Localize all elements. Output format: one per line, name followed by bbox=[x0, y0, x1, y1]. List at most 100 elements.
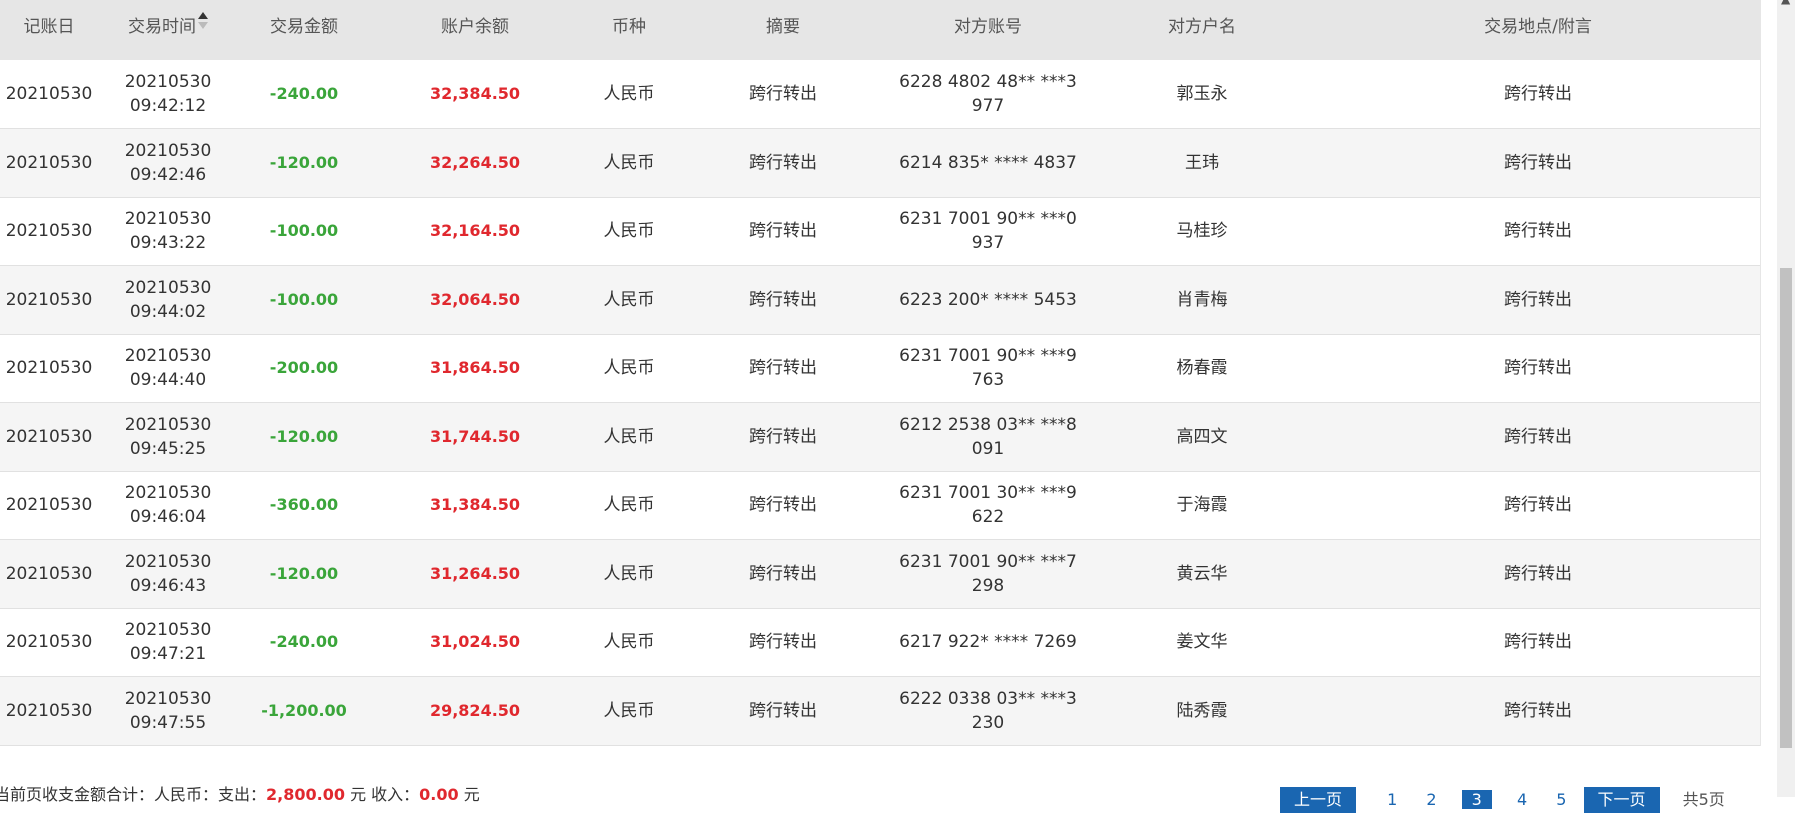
cell-counterparty-name: 黄云华 bbox=[1176, 563, 1228, 584]
scrollbar-thumb[interactable] bbox=[1780, 268, 1792, 748]
table-row[interactable]: 20210530 20210530 09:45:25 -120.00 31,744.50… bbox=[0, 402, 1760, 472]
cell-summary: 跨行转出 bbox=[749, 700, 817, 721]
cell-amount: -120.00 bbox=[269, 426, 339, 446]
cell-currency: 人民币 bbox=[603, 84, 655, 104]
cell-post-date: 20210530 bbox=[5, 700, 93, 721]
time-date: 20210530 bbox=[124, 209, 212, 230]
cell-balance: 32,164.50 bbox=[429, 221, 521, 241]
time-clock: 09:47:21 bbox=[129, 644, 207, 665]
cell-transaction-time: 20210530 09:47:55 bbox=[98, 677, 238, 746]
cell-amount: -360.00 bbox=[269, 495, 339, 515]
header-transaction-time[interactable]: 交易时间 bbox=[98, 0, 238, 60]
table-row[interactable]: 20210530 20210530 09:44:02 -100.00 32,064.50… bbox=[0, 265, 1760, 334]
cell-summary: 跨行转出 bbox=[749, 84, 817, 104]
table-row[interactable]: 20210530 20210530 09:43:22 -100.00 32,164.50… bbox=[0, 197, 1760, 266]
table-row[interactable]: 20210530 20210530 09:47:55 -1,200.00 29,824.… bbox=[0, 676, 1760, 746]
cell-location-memo: 跨行转出 bbox=[1504, 84, 1572, 104]
pagination: 上一页 1 2 3 4 5 下一页 共5页 bbox=[1280, 786, 1725, 813]
cell-currency: 人民币 bbox=[603, 495, 655, 516]
prev-page-button[interactable]: 上一页 bbox=[1280, 787, 1357, 813]
cell-balance: 32,264.50 bbox=[429, 152, 521, 172]
cell-counterparty-name: 于海霞 bbox=[1176, 495, 1228, 516]
income-total: 0.00 bbox=[419, 785, 459, 804]
header-amount: 交易金额 bbox=[270, 17, 338, 37]
cell-amount: -240.00 bbox=[269, 632, 339, 652]
page-summary: 当前页收支金额合计：人民币：支出：2,800.00 元 收入：0.00 元 bbox=[0, 781, 480, 805]
transactions-table: 记账日 交易时间 交易金额 账户余额 币种 摘要 对方账号 对方户名 交易地点/… bbox=[0, 0, 1760, 745]
cell-amount: -100.00 bbox=[269, 221, 339, 241]
time-clock: 09:47:55 bbox=[129, 712, 207, 733]
cell-amount: -1,200.00 bbox=[261, 700, 347, 720]
table-row[interactable]: 20210530 20210530 09:46:43 -120.00 31,264.50… bbox=[0, 539, 1760, 609]
table-body: 20210530 20210530 09:42:12 -240.00 32,384.50… bbox=[0, 60, 1760, 745]
cell-currency: 人民币 bbox=[603, 700, 655, 721]
table-row[interactable]: 20210530 20210530 09:47:21 -240.00 31,024.50… bbox=[0, 608, 1760, 677]
cell-post-date: 20210530 bbox=[5, 495, 93, 516]
cell-amount: -100.00 bbox=[269, 289, 339, 309]
table-row[interactable]: 20210530 20210530 09:42:12 -240.00 32,384.50… bbox=[0, 60, 1760, 129]
page-link-3-current[interactable]: 3 bbox=[1461, 790, 1492, 809]
header-counterparty-name: 对方户名 bbox=[1168, 17, 1236, 37]
cell-counterparty-account: 6231 7001 90** ***9 763 bbox=[899, 346, 1077, 391]
page-link-2[interactable]: 2 bbox=[1426, 790, 1437, 809]
cell-transaction-time: 20210530 09:43:22 bbox=[98, 197, 238, 266]
cell-counterparty-name: 杨春霞 bbox=[1176, 358, 1228, 379]
cell-counterparty-account: 6231 7001 90** ***0 937 bbox=[899, 209, 1077, 254]
cell-balance: 32,384.50 bbox=[429, 84, 521, 103]
time-clock: 09:42:12 bbox=[129, 96, 207, 116]
cell-counterparty-account: 6223 200* **** 5453 bbox=[899, 289, 1077, 310]
cell-transaction-time: 20210530 09:46:04 bbox=[98, 471, 238, 540]
summary-prefix: 当前页收支金额合计：人民币：支出： bbox=[0, 785, 267, 804]
page-link-4[interactable]: 4 bbox=[1516, 790, 1528, 809]
page-link-5[interactable]: 5 bbox=[1556, 790, 1567, 809]
cell-counterparty-name: 肖青梅 bbox=[1176, 289, 1228, 310]
cell-transaction-time: 20210530 09:46:43 bbox=[98, 540, 238, 609]
cell-location-memo: 跨行转出 bbox=[1504, 632, 1572, 653]
cell-post-date: 20210530 bbox=[5, 632, 93, 653]
cell-post-date: 20210530 bbox=[5, 221, 93, 242]
cell-amount: -200.00 bbox=[269, 358, 339, 378]
cell-location-memo: 跨行转出 bbox=[1504, 358, 1572, 379]
sort-asc-icon[interactable] bbox=[198, 12, 208, 32]
cell-currency: 人民币 bbox=[603, 563, 655, 584]
page-link-1[interactable]: 1 bbox=[1387, 790, 1398, 809]
cell-currency: 人民币 bbox=[603, 221, 655, 242]
header-counterparty-account: 对方账号 bbox=[954, 17, 1022, 37]
cell-currency: 人民币 bbox=[603, 632, 655, 653]
cell-post-date: 20210530 bbox=[5, 289, 93, 310]
cell-counterparty-name: 郭玉永 bbox=[1176, 84, 1228, 104]
cell-currency: 人民币 bbox=[603, 152, 655, 173]
time-date: 20210530 bbox=[124, 551, 212, 572]
cell-summary: 跨行转出 bbox=[749, 289, 817, 310]
time-clock: 09:46:04 bbox=[129, 507, 207, 528]
cell-transaction-time: 20210530 09:45:25 bbox=[98, 403, 238, 472]
cell-counterparty-account: 6212 2538 03** ***8 091 bbox=[899, 414, 1077, 459]
table-row[interactable]: 20210530 20210530 09:46:04 -360.00 31,384.50… bbox=[0, 471, 1760, 540]
time-date: 20210530 bbox=[124, 72, 212, 92]
header-summary: 摘要 bbox=[766, 17, 800, 37]
cell-balance: 31,384.50 bbox=[429, 495, 521, 515]
cell-balance: 32,064.50 bbox=[429, 289, 521, 309]
vertical-scrollbar[interactable]: ▲ bbox=[1777, 0, 1795, 797]
time-date: 20210530 bbox=[124, 414, 212, 435]
cell-currency: 人民币 bbox=[603, 358, 655, 379]
cell-post-date: 20210530 bbox=[5, 426, 93, 447]
total-pages: 共5页 bbox=[1682, 790, 1725, 809]
cell-location-memo: 跨行转出 bbox=[1504, 426, 1572, 447]
time-date: 20210530 bbox=[124, 277, 212, 298]
cell-transaction-time: 20210530 09:42:12 bbox=[98, 60, 238, 129]
cell-amount: -240.00 bbox=[269, 84, 339, 103]
cell-balance: 29,824.50 bbox=[429, 700, 521, 720]
next-page-button[interactable]: 下一页 bbox=[1583, 787, 1660, 813]
cell-post-date: 20210530 bbox=[5, 84, 93, 104]
time-date: 20210530 bbox=[124, 483, 212, 504]
time-clock: 09:42:46 bbox=[129, 164, 207, 185]
time-date: 20210530 bbox=[124, 140, 212, 161]
header-balance: 账户余额 bbox=[441, 17, 509, 37]
cell-location-memo: 跨行转出 bbox=[1504, 221, 1572, 242]
table-row[interactable]: 20210530 20210530 09:44:40 -200.00 31,864.50… bbox=[0, 334, 1760, 403]
table-footer: 当前页收支金额合计：人民币：支出：2,800.00 元 收入：0.00 元 上一… bbox=[0, 778, 1760, 813]
cell-summary: 跨行转出 bbox=[749, 358, 817, 379]
table-row[interactable]: 20210530 20210530 09:42:46 -120.00 32,264.50… bbox=[0, 128, 1760, 197]
scroll-up-arrow-icon[interactable]: ▲ bbox=[1781, 0, 1791, 5]
